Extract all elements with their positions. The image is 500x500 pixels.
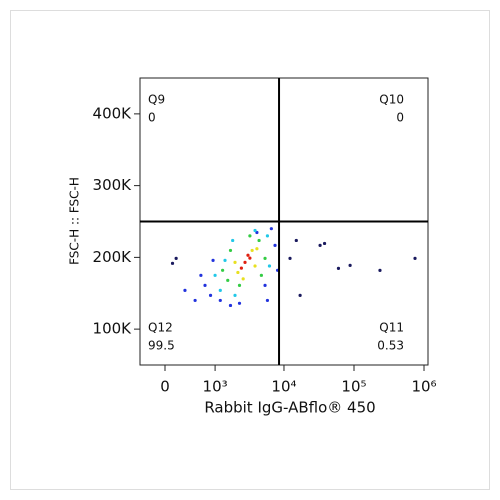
- point: [221, 268, 225, 272]
- point: [193, 298, 197, 303]
- point: [174, 256, 178, 260]
- point: [183, 288, 187, 292]
- point: [218, 288, 222, 292]
- point: [246, 253, 250, 257]
- point: [250, 248, 254, 253]
- point: [231, 238, 235, 243]
- point: [208, 293, 213, 298]
- point: [253, 264, 257, 268]
- quadrant-value: 0: [396, 111, 404, 125]
- point: [263, 283, 267, 287]
- point: [170, 261, 175, 265]
- point: [199, 273, 203, 277]
- point: [218, 298, 222, 303]
- point: [233, 293, 237, 298]
- point: [253, 228, 257, 233]
- point: [294, 238, 298, 243]
- point: [348, 263, 352, 267]
- quadrant-name: Q12: [148, 321, 173, 335]
- point: [273, 243, 277, 247]
- y-tick-label: 200K: [93, 248, 133, 266]
- point: [248, 256, 252, 260]
- point: [322, 241, 327, 246]
- point: [265, 298, 270, 303]
- point: [257, 238, 261, 243]
- point: [265, 234, 270, 238]
- point: [223, 258, 227, 262]
- point: [233, 260, 237, 264]
- point: [269, 227, 273, 231]
- point: [226, 278, 230, 282]
- x-tick-label: 10⁴: [271, 378, 296, 396]
- point: [267, 264, 272, 268]
- x-tick-label: 10⁶: [411, 378, 436, 396]
- x-tick-label: 10³: [203, 378, 228, 396]
- point: [288, 256, 292, 260]
- point: [213, 273, 217, 277]
- point: [378, 268, 382, 272]
- point: [263, 256, 267, 260]
- quadrant-name: Q10: [379, 93, 404, 107]
- quadrant-value: 99.5: [148, 339, 175, 353]
- point: [298, 293, 302, 298]
- point: [228, 303, 233, 308]
- y-axis-label: FSC-H :: FSC-H: [68, 177, 82, 265]
- point: [241, 277, 245, 281]
- y-tick-label: 300K: [93, 176, 133, 194]
- point: [259, 273, 263, 277]
- quadrant-name: Q11: [379, 321, 404, 335]
- point: [318, 243, 322, 247]
- y-tick-label: 400K: [93, 104, 133, 122]
- point: [228, 248, 233, 253]
- point: [211, 258, 215, 262]
- frame: [10, 10, 490, 490]
- point: [336, 266, 341, 270]
- x-tick-label: 0: [160, 378, 170, 396]
- point: [255, 247, 259, 251]
- quadrant-value: 0.53: [377, 339, 404, 353]
- point: [203, 283, 207, 287]
- point: [236, 270, 240, 275]
- point: [248, 234, 252, 238]
- x-tick-label: 10⁵: [341, 378, 366, 396]
- point: [243, 260, 247, 264]
- point: [255, 230, 259, 235]
- point: [413, 256, 417, 260]
- point: [239, 266, 243, 270]
- x-axis-label: Rabbit IgG-ABflo® 450: [204, 399, 375, 417]
- quadrant-value: 0: [148, 111, 156, 125]
- quadrant-name: Q9: [148, 93, 165, 107]
- point: [237, 283, 242, 287]
- y-tick-label: 100K: [93, 320, 133, 338]
- point: [237, 301, 242, 305]
